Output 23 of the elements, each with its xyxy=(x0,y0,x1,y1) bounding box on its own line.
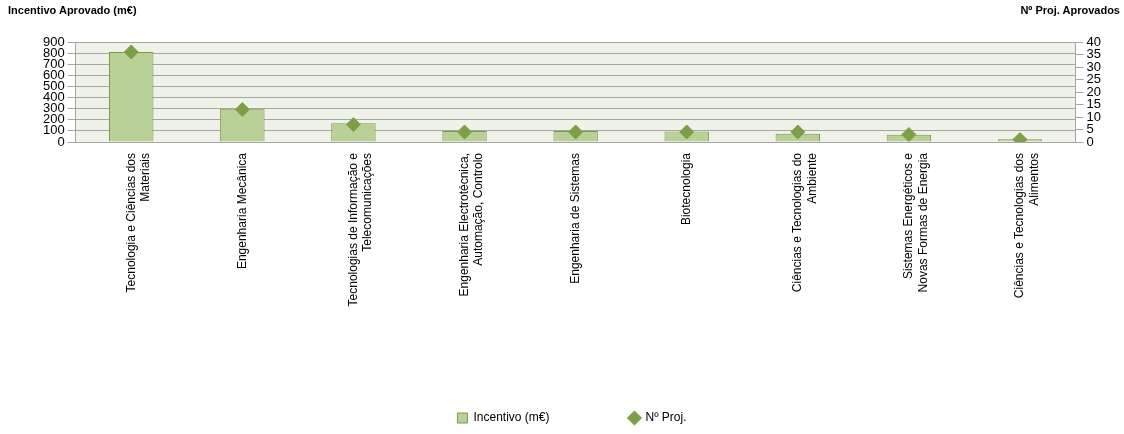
point xyxy=(568,124,584,140)
y-axis-title: Incentivo Aprovado (m€) xyxy=(8,4,137,16)
legend-label: Incentivo (m€) xyxy=(473,410,550,425)
x-tick-label: Engenharia de Sistemas xyxy=(567,153,582,284)
point xyxy=(679,124,695,140)
x-tick-label: Tecnologia e Ciências dos Materiais xyxy=(123,153,152,293)
x-tick-label: Engenharia Electrotécnica, Automação, Controlo xyxy=(456,152,486,297)
x-tick-label: Sistemas Energéticos e Novas Formas de Energia xyxy=(901,152,930,293)
point xyxy=(457,124,473,140)
y2-tick-label: 40 xyxy=(1086,33,1102,49)
y-tick-label: 900 xyxy=(42,33,65,49)
point xyxy=(901,127,917,142)
x-tick-label: Ciências e Tecnologias dos Alimentos xyxy=(1012,153,1041,299)
legend-label: Nº Proj. xyxy=(645,410,687,425)
point xyxy=(345,117,361,132)
point xyxy=(123,44,139,60)
x-tick-label: Engenharia Mecânica xyxy=(234,152,249,270)
x-tick-label: Ciências e Tecnologias do Ambiente xyxy=(790,152,819,293)
x-tick-label: Tecnologias de Informação e Telecomunicações xyxy=(345,152,375,307)
point xyxy=(234,102,250,117)
y2-axis-title: Nº Proj. Aprovados xyxy=(1020,4,1120,16)
point xyxy=(790,124,806,140)
x-tick-label: Biotecnologia xyxy=(679,152,694,226)
